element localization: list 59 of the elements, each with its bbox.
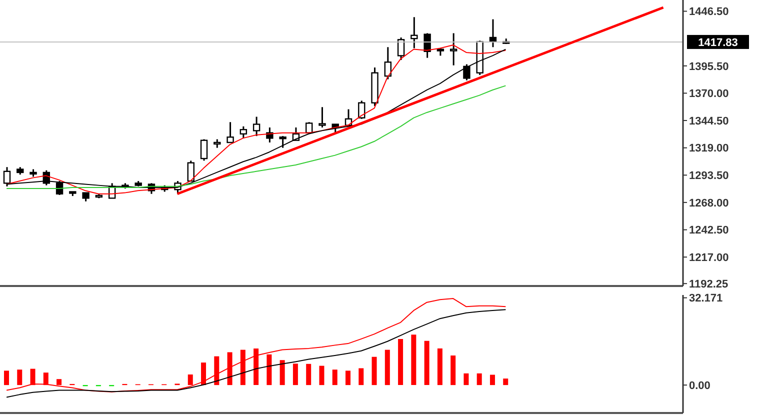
bar [319, 366, 324, 386]
candlestick [279, 135, 286, 149]
candlestick [410, 16, 418, 49]
bar [56, 379, 62, 386]
y-tick-label: 1395.50 [689, 60, 729, 73]
y-tick-label: 1293.50 [689, 170, 729, 182]
y-tick-label: 1344.50 [689, 115, 729, 128]
y-tick-label: 1192.25 [689, 278, 728, 290]
bar [450, 355, 456, 386]
bar [372, 356, 377, 386]
bar [358, 368, 364, 386]
bar [227, 352, 232, 386]
bar [266, 354, 272, 386]
bar [201, 362, 206, 386]
candlestick [252, 116, 260, 137]
bar [292, 364, 298, 386]
bar [240, 350, 246, 386]
bar [437, 348, 442, 386]
y-tick-label: 1370.00 [689, 88, 729, 100]
bar [346, 370, 350, 386]
bar [4, 370, 9, 386]
bar [30, 368, 36, 386]
candlestick [187, 160, 194, 182]
bar [464, 373, 469, 386]
bar [503, 378, 508, 386]
bar [188, 374, 193, 386]
candlestick [463, 64, 470, 82]
y-tick-label: 1242.50 [689, 224, 729, 237]
y-tick-label: 1268.00 [689, 197, 729, 210]
candlestick [397, 36, 405, 61]
y-tick-label: 1217.00 [689, 252, 729, 264]
bar [214, 356, 220, 386]
bar [490, 374, 495, 386]
line-series [6, 309, 506, 398]
candlestick [200, 138, 208, 162]
candlestick [424, 32, 431, 59]
y-tick-label: 1446.50 [689, 6, 729, 18]
y-tick-label: 32.171 [689, 292, 723, 305]
y-tick-label: 1319.00 [689, 142, 729, 155]
bar [332, 370, 338, 386]
bar [411, 334, 416, 386]
candlestick [318, 106, 326, 128]
candlestick [358, 100, 366, 120]
candlestick [384, 46, 392, 80]
bar [17, 370, 22, 386]
bar [280, 360, 285, 386]
ref-line-label: 1417.83 [698, 36, 738, 49]
bar [424, 340, 430, 386]
candlestick [240, 126, 248, 139]
bar [476, 373, 482, 386]
candlestick [450, 32, 458, 66]
bar [254, 348, 259, 386]
y-tick-label: 0.00 [689, 380, 710, 392]
candlestick [226, 121, 234, 144]
bar [384, 350, 390, 386]
bar [398, 338, 404, 386]
bar [43, 372, 48, 386]
bar [306, 364, 312, 386]
line-series [6, 298, 506, 392]
